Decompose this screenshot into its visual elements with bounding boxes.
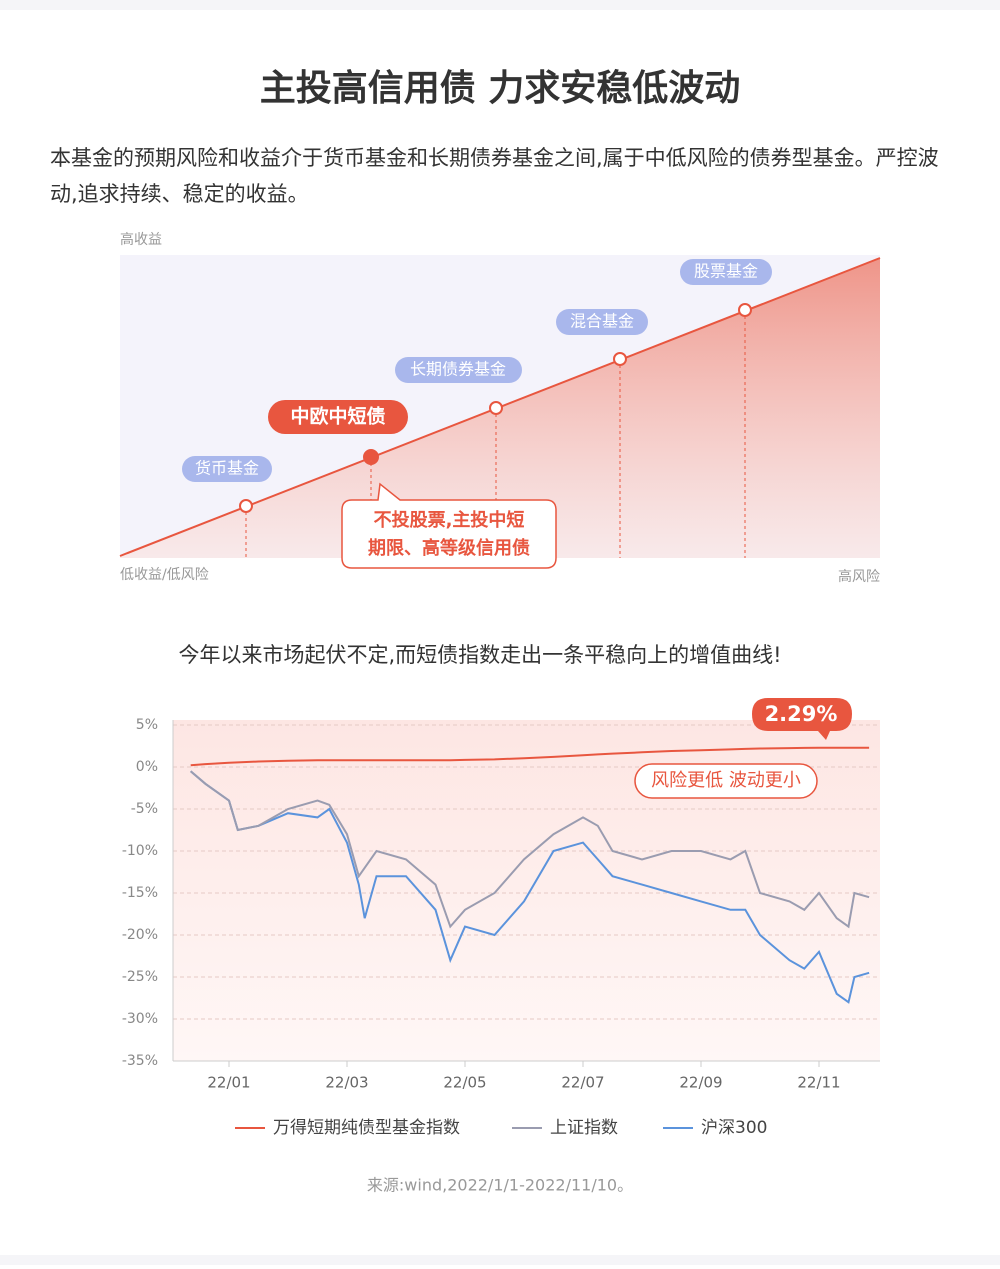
callout-text: 不投股票,主投中短 xyxy=(374,509,525,531)
x-tick-label: 22/11 xyxy=(797,1074,840,1092)
y-tick-label: 0% xyxy=(136,759,158,775)
risk-points xyxy=(239,303,752,513)
legend-label: 沪深300 xyxy=(701,1118,767,1138)
series-line xyxy=(190,746,870,767)
pill xyxy=(680,259,772,285)
y-tick-label: -10% xyxy=(122,843,158,859)
top-band xyxy=(0,0,1000,10)
pill-label: 长期债券基金 xyxy=(410,360,506,379)
x-tick-label: 22/09 xyxy=(679,1074,722,1092)
y-tick-label: 5% xyxy=(136,717,158,733)
annotation: 2.29% xyxy=(765,702,838,726)
x-tick-label: 22/07 xyxy=(561,1074,604,1092)
pill xyxy=(268,400,408,434)
pill xyxy=(182,456,272,482)
callout xyxy=(341,482,557,569)
pill-label: 股票基金 xyxy=(694,262,758,281)
page-title: 主投高信用债 力求安稳低波动 xyxy=(260,68,741,109)
pill-label: 中欧中短债 xyxy=(290,405,385,428)
x-tick-label: 22/03 xyxy=(325,1074,368,1092)
pill-label: 混合基金 xyxy=(570,312,634,331)
series-line xyxy=(190,770,870,1004)
x-tick-label: 22/01 xyxy=(207,1074,250,1092)
series-line xyxy=(190,770,870,929)
x-tick-label: 22/05 xyxy=(443,1074,486,1092)
annotation-bubble xyxy=(752,698,852,740)
y-tick-label: -30% xyxy=(122,1011,158,1027)
bottom-band xyxy=(0,1255,1000,1265)
source: 来源:wind,2022/1/1-2022/11/10。 xyxy=(367,1176,633,1195)
line-chart: 5% 0% -5% -10% -15% -20% -25% -30% -35% 22/01 22/0… xyxy=(122,698,880,1138)
axis-label: 高风险 xyxy=(838,568,880,585)
callout-text: 期限、高等级信用债 xyxy=(368,537,530,559)
y-tick-label: -35% xyxy=(122,1053,158,1069)
annotation: 风险更低 波动更小 xyxy=(651,770,801,791)
axis-label: 高收益 xyxy=(120,231,162,248)
pill-label: 货币基金 xyxy=(195,459,259,478)
y-tick-label: -15% xyxy=(122,885,158,901)
legend-label: 万得短期纯债型基金指数 xyxy=(273,1118,460,1138)
pill xyxy=(556,309,648,335)
annotation-box xyxy=(634,763,818,799)
y-tick-label: -25% xyxy=(122,969,158,985)
y-tick-label: -5% xyxy=(131,801,158,817)
chart-intro: 今年以来市场起伏不定,而短债指数走出一条平稳向上的增值曲线! xyxy=(178,643,781,667)
legend-label: 上证指数 xyxy=(550,1118,618,1138)
pill xyxy=(395,357,522,383)
y-tick-label: -20% xyxy=(122,927,158,943)
intro-box: 本基金的预期风险和收益介于货币基金和长期债券基金之间,属于中低风险的债券型基金。… xyxy=(50,146,939,206)
intro-text: 本基金的预期风险和收益介于货币基金和长期债券基金之间,属于中低风险的债券型基金。… xyxy=(50,146,939,206)
axis-label: 低收益/低风险 xyxy=(120,567,209,583)
